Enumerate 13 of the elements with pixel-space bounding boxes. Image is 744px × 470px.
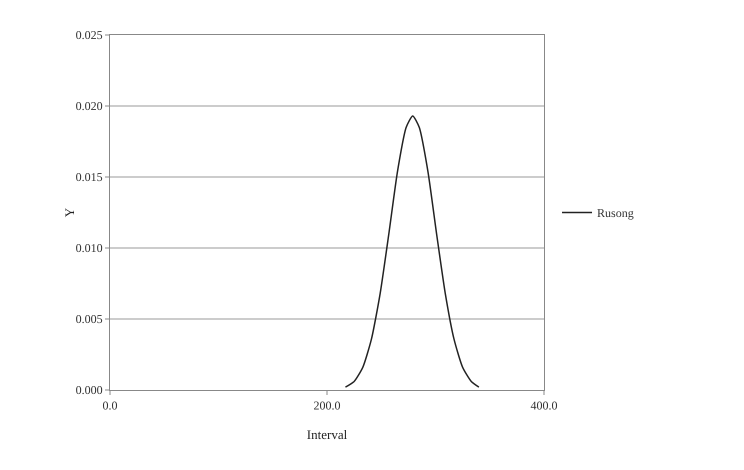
legend-label: Rusong bbox=[597, 206, 634, 220]
y-tick-label: 0.025 bbox=[76, 28, 103, 42]
y-tick-label: 0.005 bbox=[76, 312, 103, 326]
x-tick-label: 400.0 bbox=[530, 398, 558, 412]
y-tick-label: 0.015 bbox=[76, 170, 103, 184]
x-tick-label: 0.0 bbox=[102, 398, 118, 412]
y-tick-label: 0.010 bbox=[76, 241, 103, 256]
x-axis-title: Interval bbox=[306, 427, 348, 442]
y-tick-label: 0.020 bbox=[76, 99, 103, 114]
x-tick-label: 200.0 bbox=[314, 398, 340, 412]
y-axis-title: Y bbox=[62, 207, 77, 218]
line-series bbox=[344, 115, 480, 388]
y-tick-label: 0.000 bbox=[76, 383, 103, 398]
